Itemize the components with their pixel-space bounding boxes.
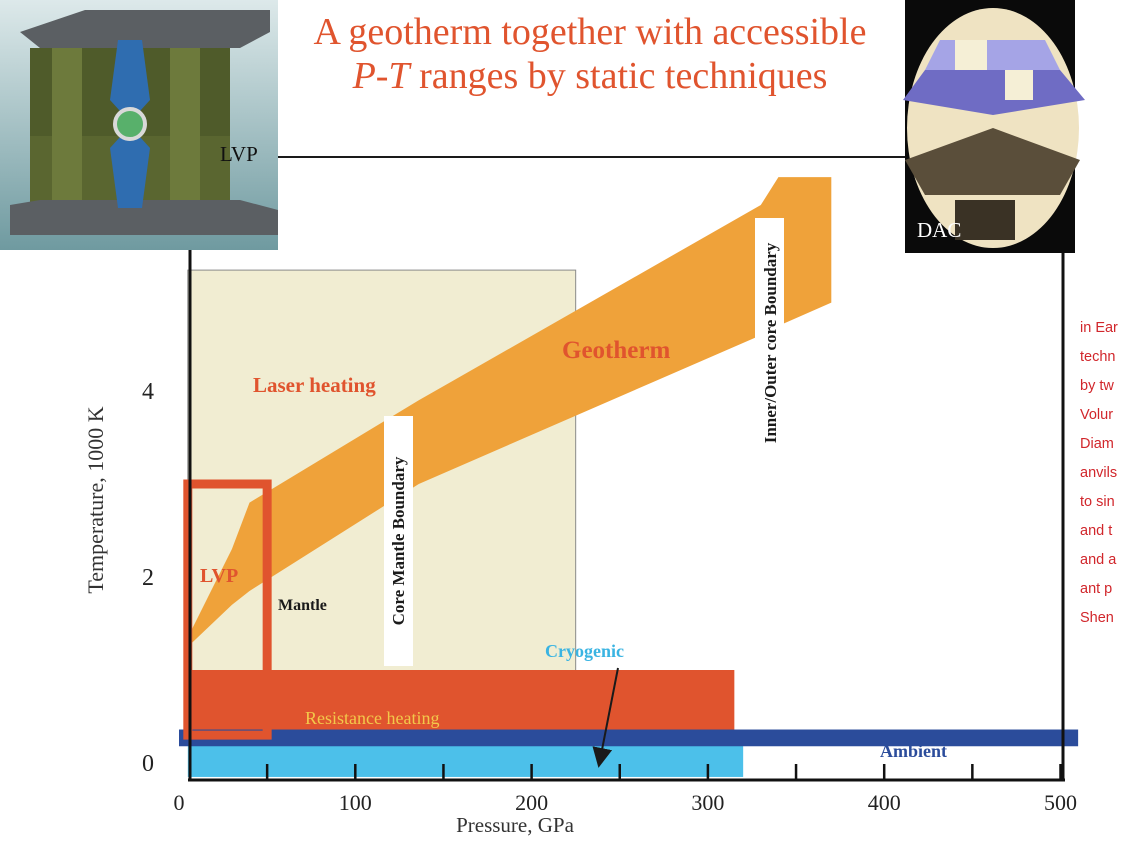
x-tick-label: 300: [691, 790, 724, 815]
x-tick-label: 0: [174, 790, 185, 815]
side-line: by tw: [1080, 378, 1114, 394]
lvp-region: [183, 479, 272, 740]
axes-frame: [188, 246, 1065, 782]
side-line: to sin: [1080, 494, 1115, 510]
chart-title: A geotherm together with accessible P-T …: [300, 10, 880, 98]
y-axis-label: Temperature, 1000 K: [83, 406, 108, 593]
lvp-bottom-plate: [10, 200, 278, 235]
title-line-1: A geotherm together with accessible: [313, 11, 867, 53]
x-tick-label: 500: [1044, 790, 1077, 815]
dac-photo-label: DAC: [917, 218, 961, 242]
side-line: and t: [1080, 523, 1113, 539]
cryogenic-label: Cryogenic: [545, 641, 624, 661]
lvp-lower-anvil: [110, 126, 150, 208]
ambient-region: [179, 729, 1079, 747]
lvp-region-label: LVP: [200, 565, 238, 587]
cryogenic-region: [187, 744, 744, 777]
lvp-photo-label: LVP: [220, 142, 258, 166]
inner-outer-core-boundary-tag: [755, 218, 784, 468]
inner-outer-core-boundary-label: Inner/Outer core Boundary: [761, 242, 780, 443]
y-tick-label: 0: [142, 751, 154, 777]
resistance-heating-region: [187, 670, 735, 736]
side-line: anvils: [1080, 465, 1118, 481]
dac-upper-diamond: [903, 70, 1085, 115]
side-line: in Ear: [1080, 320, 1118, 336]
side-line: ant p: [1080, 581, 1113, 597]
ambient-label: Ambient: [880, 741, 947, 761]
side-line: Diam: [1080, 436, 1114, 452]
lvp-upper-anvil: [110, 40, 150, 122]
core-mantle-boundary-label: Core Mantle Boundary: [389, 456, 408, 625]
x-tick-label: 100: [339, 790, 372, 815]
side-caption: in Ear techn by tw Volur Diam anvils to …: [1080, 314, 1139, 633]
dac-lower-diamond: [905, 128, 1080, 195]
y-tick-label: 2: [142, 565, 154, 591]
cryogenic-arrow: [592, 667, 619, 768]
side-line: Shen: [1080, 610, 1114, 626]
laser-heating-label: Laser heating: [253, 373, 376, 397]
title-pt-italic: P-T: [352, 55, 410, 97]
side-line: Volur: [1080, 407, 1114, 423]
dac-photo: DAC: [903, 0, 1085, 253]
title-line-2-rest: ranges by static techniques: [409, 55, 828, 97]
x-tick-label: 400: [868, 790, 901, 815]
x-axis-label: Pressure, GPa: [456, 813, 574, 837]
title-line-2: P-T ranges by static techniques: [300, 54, 880, 98]
geotherm-band: [187, 177, 832, 647]
core-mantle-boundary-tag: [384, 416, 413, 666]
lvp-sample-cube: [113, 107, 147, 141]
resistance-heating-label: Resistance heating: [305, 708, 439, 728]
x-tick-label: 200: [515, 790, 548, 815]
lvp-top-plate: [20, 10, 270, 48]
y-tick-label: 4: [142, 379, 154, 405]
geotherm-label: Geotherm: [562, 337, 670, 364]
side-line: and a: [1080, 552, 1117, 568]
mantle-label: Mantle: [278, 597, 327, 614]
lvp-photo: LVP: [0, 0, 278, 250]
side-line: techn: [1080, 349, 1116, 365]
